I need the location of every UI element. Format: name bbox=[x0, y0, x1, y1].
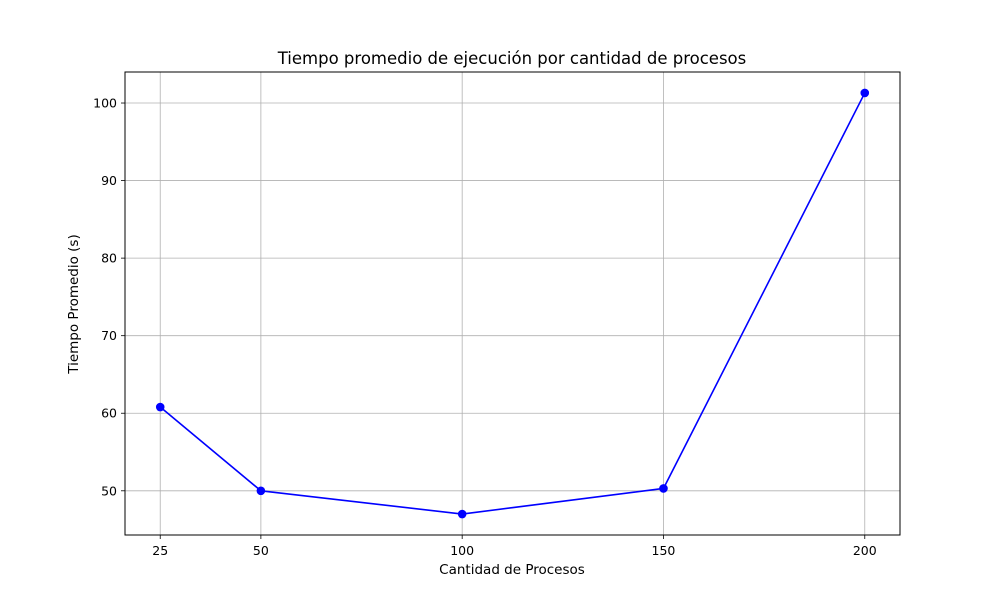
x-tick-label: 25 bbox=[152, 543, 168, 558]
data-point bbox=[155, 402, 165, 412]
y-tick-label: 100 bbox=[93, 96, 117, 111]
series-layer bbox=[155, 88, 870, 519]
plot-frame bbox=[124, 71, 901, 536]
y-tick-label: 60 bbox=[101, 406, 117, 421]
x-tick-label: 200 bbox=[853, 543, 877, 558]
x-tick-label: 50 bbox=[253, 543, 269, 558]
x-axis-label: Cantidad de Procesos bbox=[439, 562, 585, 578]
x-tick-label: 100 bbox=[450, 543, 474, 558]
data-point bbox=[256, 486, 266, 496]
grid bbox=[125, 72, 900, 535]
y-tick-label: 50 bbox=[101, 483, 117, 498]
y-axis-label: Tiempo Promedio (s) bbox=[66, 234, 82, 374]
data-point bbox=[659, 484, 668, 493]
data-point bbox=[860, 88, 870, 98]
y-tick-label: 90 bbox=[101, 173, 117, 188]
y-tick-label: 80 bbox=[101, 251, 117, 266]
y-tick-label: 70 bbox=[101, 328, 117, 343]
x-tick-label: 150 bbox=[652, 543, 676, 558]
chart-title: Tiempo promedio de ejecución por cantida… bbox=[277, 49, 747, 68]
series-line bbox=[159, 92, 866, 515]
data-point bbox=[457, 509, 467, 519]
x-axis-ticks: 25 50 100 150 200 bbox=[152, 535, 877, 558]
y-axis-ticks: 50 60 70 80 90 100 bbox=[93, 96, 125, 498]
